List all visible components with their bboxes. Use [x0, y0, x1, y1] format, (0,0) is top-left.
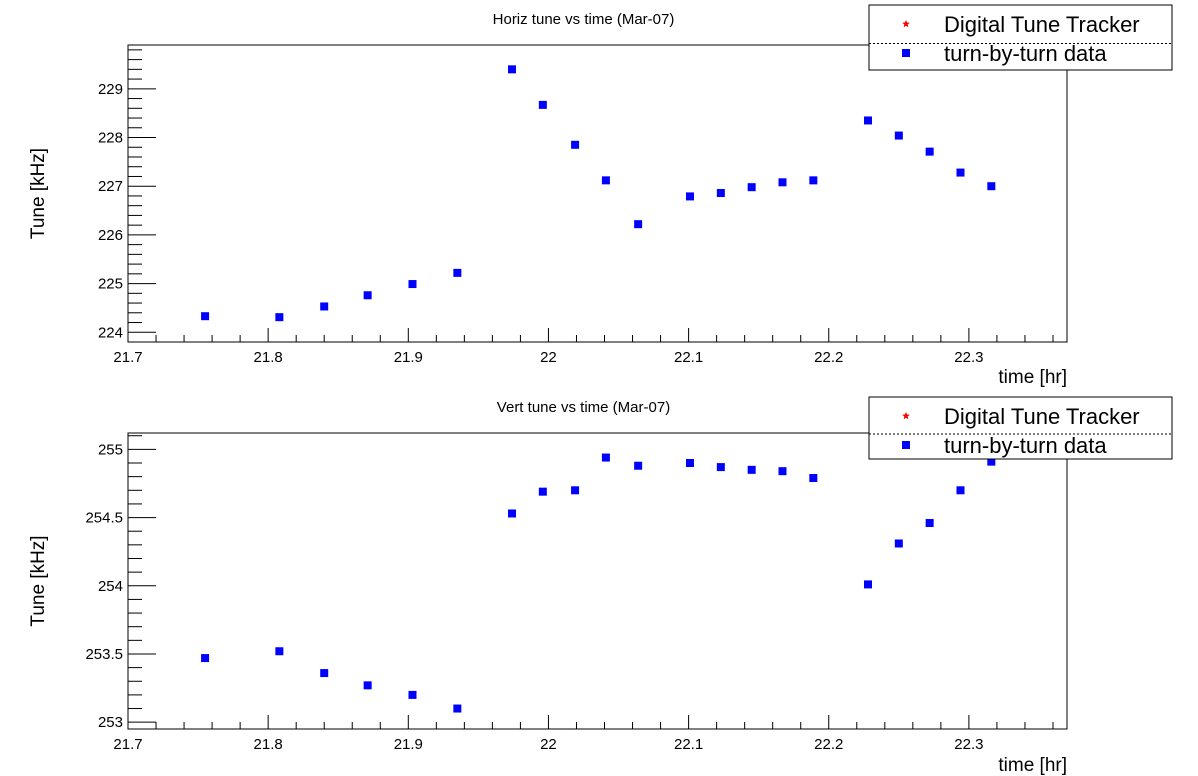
- x-tick-label: 21.8: [254, 349, 283, 366]
- y-tick-label: 228: [98, 130, 123, 147]
- data-point: [275, 313, 284, 322]
- data-point: [571, 486, 580, 495]
- x-axis: 21.7 21.8 21.9 22 22.1 22.2 22.3: [113, 715, 1054, 753]
- y-tick-label: 254.5: [85, 510, 123, 527]
- legend-box: [868, 4, 1173, 71]
- x-tick-label: 22.1: [674, 736, 703, 753]
- data-point: [685, 192, 694, 201]
- x-tick-label: 22.3: [954, 736, 983, 753]
- legend-square-marker: [902, 49, 910, 57]
- data-point: [925, 147, 934, 156]
- x-tick-label: 22.2: [814, 349, 843, 366]
- y-tick-label: 225: [98, 276, 123, 293]
- legend-entry-label: turn-by-turn data: [944, 41, 1107, 66]
- data-point: [747, 465, 756, 474]
- data-point: [809, 474, 818, 483]
- y-tick-label: 224: [98, 324, 123, 341]
- data-series: [201, 65, 996, 322]
- y-tick-label: 255: [98, 441, 123, 458]
- y-axis-label: Tune [kHz]: [28, 535, 49, 626]
- chart-title: Horiz tune vs time (Mar-07): [493, 11, 675, 28]
- data-point: [778, 178, 787, 187]
- data-series: [201, 453, 996, 713]
- legend-entry-label: turn-by-turn data: [944, 433, 1107, 458]
- data-point: [538, 100, 547, 109]
- legend: Digital Tune Tracker turn-by-turn data: [868, 4, 1173, 71]
- y-tick-label: 226: [98, 227, 123, 244]
- legend-star-marker: [902, 20, 910, 28]
- data-point: [716, 189, 725, 198]
- x-tick-label: 22.2: [814, 736, 843, 753]
- data-point: [809, 176, 818, 185]
- data-point: [571, 140, 580, 149]
- chart-panel-2: Vert tune vs time (Mar-07) 21.7 21.8 21.9 22…: [28, 396, 1173, 776]
- plot-frame: [127, 44, 1068, 343]
- data-point: [508, 509, 517, 518]
- data-point: [508, 65, 517, 74]
- data-point: [987, 182, 996, 191]
- legend-box: [868, 396, 1173, 460]
- data-point: [601, 453, 610, 462]
- data-point: [634, 220, 643, 229]
- data-point: [778, 467, 787, 476]
- data-point: [685, 459, 694, 468]
- legend-star-marker: [902, 412, 910, 420]
- x-axis-label: time [hr]: [998, 755, 1067, 776]
- y-tick-label: 253: [98, 714, 123, 731]
- data-point: [956, 168, 965, 177]
- y-axis: 253 253.5 254 254.5 255: [85, 435, 156, 731]
- y-tick-label: 253.5: [85, 646, 123, 663]
- legend: Digital Tune Tracker turn-by-turn data: [868, 396, 1173, 460]
- legend-entry-label: Digital Tune Tracker: [944, 12, 1140, 37]
- x-axis-label: time [hr]: [998, 367, 1067, 388]
- data-point: [363, 681, 372, 690]
- x-tick-label: 21.7: [113, 349, 142, 366]
- x-tick-label: 21.8: [254, 736, 283, 753]
- legend-square-marker: [902, 441, 910, 449]
- x-tick-label: 22.3: [954, 349, 983, 366]
- data-point: [716, 463, 725, 472]
- data-point: [201, 654, 210, 663]
- y-axis-label: Tune [kHz]: [28, 148, 49, 239]
- y-axis: 224 225 226 227 228 229: [98, 49, 156, 341]
- x-tick-label: 22: [540, 736, 557, 753]
- legend-entry-label: Digital Tune Tracker: [944, 404, 1140, 429]
- data-point: [863, 580, 872, 589]
- data-point: [275, 647, 284, 656]
- data-point: [453, 704, 462, 713]
- data-point: [894, 539, 903, 548]
- data-point: [453, 268, 462, 277]
- x-tick-label: 22.1: [674, 349, 703, 366]
- x-tick-label: 22: [540, 349, 557, 366]
- chart-title: Vert tune vs time (Mar-07): [497, 399, 670, 416]
- x-tick-label: 21.9: [394, 349, 423, 366]
- y-tick-label: 254: [98, 578, 123, 595]
- data-point: [987, 457, 996, 466]
- y-tick-label: 227: [98, 178, 123, 195]
- data-point: [863, 116, 872, 125]
- data-point: [363, 291, 372, 300]
- data-point: [894, 131, 903, 140]
- data-point: [925, 519, 934, 528]
- data-point: [538, 487, 547, 496]
- x-tick-label: 21.7: [113, 736, 142, 753]
- data-point: [201, 312, 210, 321]
- y-tick-label: 229: [98, 81, 123, 98]
- x-tick-label: 21.9: [394, 736, 423, 753]
- chart-panel-1: Horiz tune vs time (Mar-07)21.7 21.8 21.9 2…: [28, 4, 1173, 388]
- data-point: [634, 461, 643, 470]
- data-point: [601, 176, 610, 185]
- plot-frame: [127, 432, 1068, 730]
- data-point: [747, 183, 756, 192]
- x-axis: 21.7 21.8 21.9 22 22.1 22.2 22.3: [113, 328, 1054, 366]
- data-point: [408, 280, 417, 289]
- data-point: [956, 486, 965, 495]
- data-point: [320, 669, 329, 678]
- data-point: [408, 690, 417, 699]
- data-point: [320, 302, 329, 311]
